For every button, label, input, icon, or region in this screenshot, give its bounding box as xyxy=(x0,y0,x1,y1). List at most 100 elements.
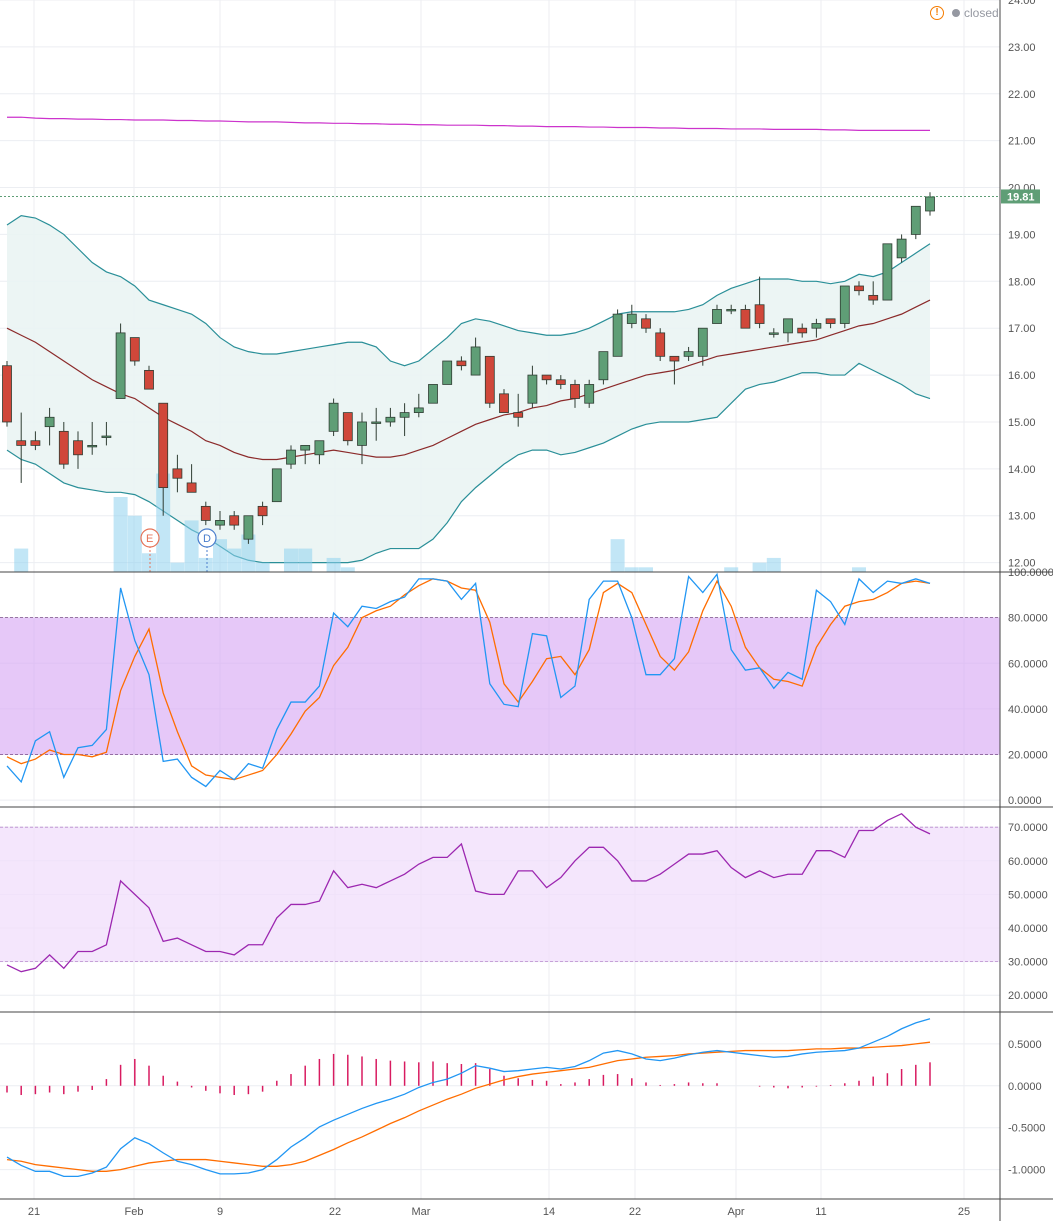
candle-up xyxy=(612,313,623,357)
price-tick-label: 14.00 xyxy=(1008,464,1036,476)
stoch-band xyxy=(0,617,1000,755)
volume-bar xyxy=(198,557,213,572)
candle-up xyxy=(910,205,921,235)
price-tick-label: 22.00 xyxy=(1008,89,1036,101)
volume-bar xyxy=(170,562,185,572)
earnings-marker xyxy=(140,528,160,548)
candle-down xyxy=(513,412,524,418)
time-axis-label: 11 xyxy=(815,1206,826,1218)
price-tick-label: 13.00 xyxy=(1008,511,1036,523)
volume-bar xyxy=(724,567,739,572)
candle-down xyxy=(30,440,41,446)
candle-down xyxy=(655,332,666,357)
time-axis-label: 21 xyxy=(28,1206,40,1218)
candle-up xyxy=(271,468,282,503)
price-tick-label: 21.00 xyxy=(1008,136,1036,148)
dividend-marker xyxy=(197,528,217,548)
volume-bar xyxy=(227,548,242,572)
price-tick-label: 15.00 xyxy=(1008,417,1036,429)
time-axis-label: Feb xyxy=(125,1206,144,1218)
time-axis-label: 9 xyxy=(217,1206,223,1218)
stoch-tick-label: 100.0000 xyxy=(1008,567,1053,579)
candle-down xyxy=(541,374,552,381)
candle-up xyxy=(896,238,907,259)
time-axis-label: Mar xyxy=(412,1206,431,1218)
volume-bar xyxy=(127,515,142,572)
candle-down xyxy=(73,440,83,456)
earnings-marker-label: E xyxy=(146,533,153,545)
time-axis-label: 14 xyxy=(543,1206,555,1218)
candle-up xyxy=(527,374,538,404)
stoch-tick-label: 40.0000 xyxy=(1008,704,1048,716)
moving-average-line xyxy=(7,116,930,131)
candle-up xyxy=(101,435,112,438)
rsi-tick-label: 60.0000 xyxy=(1008,856,1048,868)
rsi-tick-label: 30.0000 xyxy=(1008,957,1048,969)
macd-line xyxy=(6,1018,931,1178)
candle-down xyxy=(868,294,879,301)
rsi-tick-label: 50.0000 xyxy=(1008,889,1048,901)
candle-up xyxy=(286,449,296,465)
rsi-tick-label: 70.0000 xyxy=(1008,822,1048,834)
volume-bar xyxy=(610,539,625,572)
candle-up xyxy=(314,440,325,456)
candle-down xyxy=(144,369,154,390)
price-tick-label: 18.00 xyxy=(1008,276,1036,288)
candle-down xyxy=(257,505,268,517)
candle-up xyxy=(413,407,424,413)
stoch-k-line xyxy=(6,572,931,788)
candle-down xyxy=(158,402,169,489)
status-label: closed xyxy=(964,6,999,20)
candle-up xyxy=(683,351,694,357)
price-tick-label: 17.00 xyxy=(1008,323,1036,335)
candle-down xyxy=(555,379,566,385)
volume-bar xyxy=(624,567,639,572)
macd-signal-line xyxy=(6,1041,931,1172)
stoch-tick-label: 0.0000 xyxy=(1008,795,1042,807)
market-status: ! closed xyxy=(930,6,999,20)
stoch-tick-label: 20.0000 xyxy=(1008,750,1048,762)
macd-tick-label: 0.0000 xyxy=(1008,1081,1042,1093)
volume-bar xyxy=(852,567,866,572)
candle-down xyxy=(499,393,509,413)
candle-down xyxy=(570,384,580,399)
candle-up xyxy=(470,346,481,376)
rsi-tick-label: 20.0000 xyxy=(1008,990,1048,1002)
volume-bar xyxy=(14,548,29,572)
candle-down xyxy=(825,318,836,324)
candle-up xyxy=(300,445,311,451)
candle-up xyxy=(385,416,396,423)
price-tick-label: 23.00 xyxy=(1008,42,1036,54)
candle-up xyxy=(925,196,935,212)
price-tick-label: 24.00 xyxy=(1008,0,1036,7)
candle-down xyxy=(229,515,240,526)
candle-up xyxy=(243,515,254,540)
status-dot-icon xyxy=(952,9,960,17)
volume-bar xyxy=(255,562,270,572)
candle-up xyxy=(44,416,55,428)
candle-down xyxy=(854,285,864,292)
candle-down xyxy=(484,355,495,404)
candle-up xyxy=(442,360,453,385)
candle-up xyxy=(839,285,850,324)
candle-up xyxy=(783,318,793,334)
candle-up xyxy=(115,332,126,399)
volume-bar xyxy=(241,534,256,572)
volume-bar xyxy=(156,473,171,572)
candle-down xyxy=(754,304,765,324)
candle-down xyxy=(16,440,27,446)
volume-bar xyxy=(184,520,199,572)
candle-up xyxy=(428,384,438,404)
warning-icon[interactable]: ! xyxy=(930,6,944,20)
candle-up xyxy=(371,421,382,424)
rsi-tick-label: 40.0000 xyxy=(1008,923,1048,935)
candle-down xyxy=(797,327,808,334)
volume-bar xyxy=(639,567,653,572)
volume-bar xyxy=(340,567,355,572)
candle-down xyxy=(186,482,197,493)
candle-up xyxy=(811,323,822,329)
volume-bar xyxy=(752,562,767,572)
candle-up xyxy=(215,520,225,526)
